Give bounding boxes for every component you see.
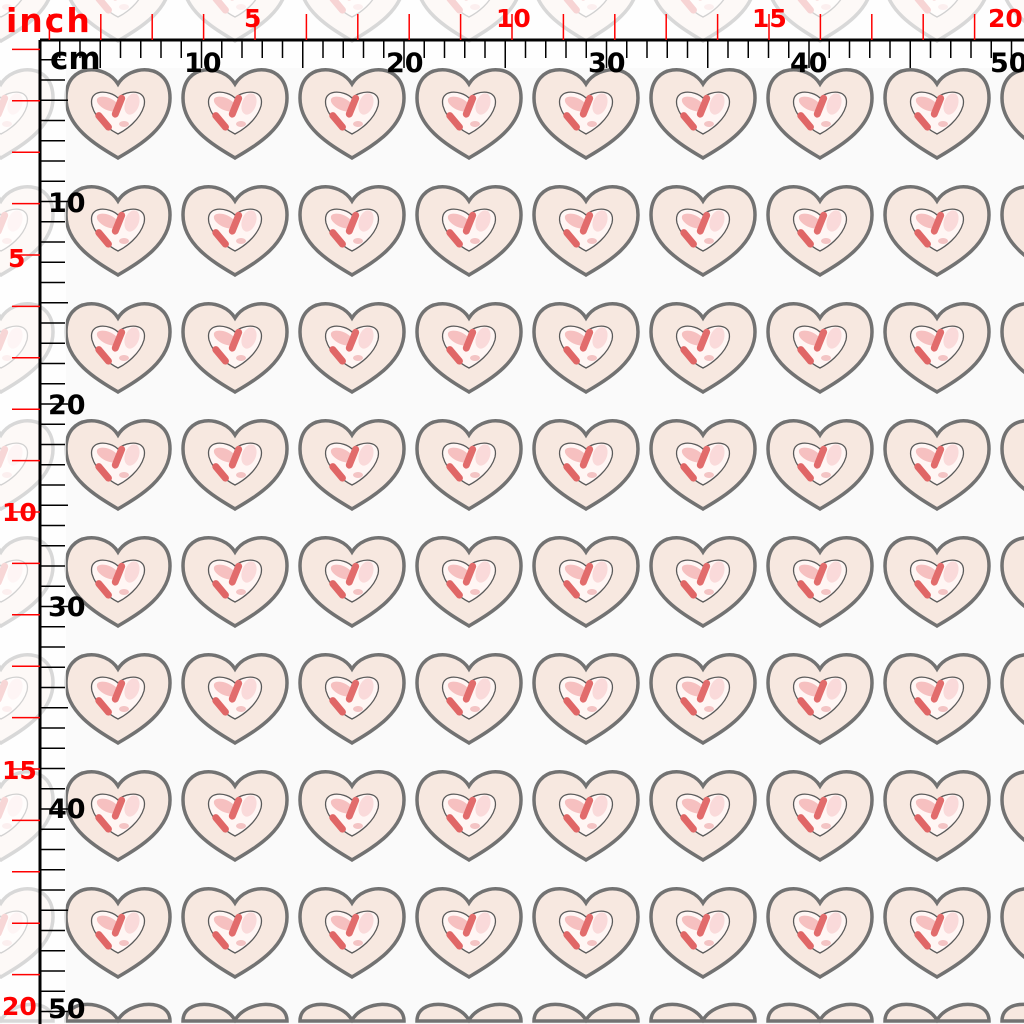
heart-motif	[298, 536, 406, 628]
heart-motif	[298, 419, 406, 511]
heart-motif	[181, 419, 289, 511]
top-inch-label: 20	[988, 4, 1023, 33]
left-cm-label: 50	[48, 994, 86, 1024]
heart-motif	[532, 419, 640, 511]
heart-motif	[181, 302, 289, 394]
heart-motif	[1000, 68, 1024, 160]
heart-motif	[532, 68, 640, 160]
heart-motif	[766, 1002, 874, 1023]
cm-unit-label: cm	[50, 41, 101, 77]
heart-motif	[64, 68, 172, 160]
heart-motif	[1000, 536, 1024, 628]
heart-motif	[415, 68, 523, 160]
left-inch-label: 20	[2, 992, 37, 1021]
heart-motif	[766, 419, 874, 511]
heart-motif	[883, 770, 991, 862]
heart-motif	[181, 770, 289, 862]
heart-motif	[883, 185, 991, 277]
left-inch-label: 15	[2, 756, 37, 785]
heart-motif	[532, 536, 640, 628]
heart-motif	[532, 887, 640, 979]
heart-motif	[532, 302, 640, 394]
left-cm-label: 40	[48, 794, 86, 825]
heart-motif	[181, 887, 289, 979]
heart-motif	[883, 887, 991, 979]
heart-motif	[1000, 185, 1024, 277]
heart-motif	[64, 302, 172, 394]
heart-motif	[415, 653, 523, 745]
heart-motif	[649, 419, 757, 511]
heart-motif	[649, 68, 757, 160]
heart-motif	[1000, 302, 1024, 394]
heart-motif	[649, 1002, 757, 1023]
heart-motif	[415, 770, 523, 862]
heart-motif	[181, 1002, 289, 1023]
left-cm-label: 30	[48, 592, 86, 623]
heart-motif	[1000, 1002, 1024, 1023]
heart-motif	[181, 68, 289, 160]
heart-motif	[415, 1002, 523, 1023]
heart-motif	[298, 887, 406, 979]
heart-motif	[532, 1002, 640, 1023]
top-cm-label: 20	[386, 48, 424, 79]
left-cm-label: 20	[48, 390, 86, 421]
heart-motif	[532, 185, 640, 277]
heart-motif	[181, 653, 289, 745]
heart-motif	[883, 536, 991, 628]
heart-motif	[649, 770, 757, 862]
heart-motif	[415, 185, 523, 277]
heart-motif	[298, 770, 406, 862]
heart-motif	[649, 302, 757, 394]
heart-motif	[649, 185, 757, 277]
heart-motif	[1000, 770, 1024, 862]
heart-motif	[883, 419, 991, 511]
top-inch-label: 5	[244, 4, 262, 33]
heart-motif	[883, 653, 991, 745]
heart-motif	[181, 536, 289, 628]
heart-motif	[883, 68, 991, 160]
heart-motif	[298, 653, 406, 745]
heart-motif	[766, 536, 874, 628]
top-cm-label: 10	[184, 48, 222, 79]
left-inch-label: 10	[2, 498, 37, 527]
top-cm-label: 40	[790, 48, 828, 79]
heart-motif	[415, 302, 523, 394]
heart-motif	[1000, 653, 1024, 745]
heart-motif	[298, 1002, 406, 1023]
heart-motif	[766, 887, 874, 979]
heart-motif	[64, 653, 172, 745]
top-cm-label: 30	[588, 48, 626, 79]
heart-motif	[415, 536, 523, 628]
heart-motif	[649, 653, 757, 745]
heart-motif	[64, 419, 172, 511]
heart-motif	[181, 185, 289, 277]
heart-motif	[1000, 419, 1024, 511]
heart-motif	[1000, 887, 1024, 979]
heart-motif	[64, 887, 172, 979]
heart-motif	[883, 302, 991, 394]
left-inch-label: 5	[8, 244, 26, 273]
top-inch-label: 15	[752, 4, 787, 33]
heart-motif	[766, 185, 874, 277]
heart-motif	[532, 653, 640, 745]
heart-motif	[532, 770, 640, 862]
heart-motif	[766, 770, 874, 862]
heart-motif	[883, 1002, 991, 1023]
heart-motif	[649, 887, 757, 979]
heart-motif	[649, 536, 757, 628]
top-cm-label: 50	[990, 48, 1024, 79]
heart-motif	[298, 185, 406, 277]
top-inch-label: 10	[496, 4, 531, 33]
heart-motif	[298, 68, 406, 160]
inch-unit-label: inch	[6, 1, 92, 40]
left-cm-label: 10	[48, 188, 86, 219]
heart-motif	[766, 302, 874, 394]
heart-motif	[766, 68, 874, 160]
heart-motif	[766, 653, 874, 745]
heart-motif	[415, 887, 523, 979]
heart-motif	[298, 302, 406, 394]
heart-motif	[415, 419, 523, 511]
